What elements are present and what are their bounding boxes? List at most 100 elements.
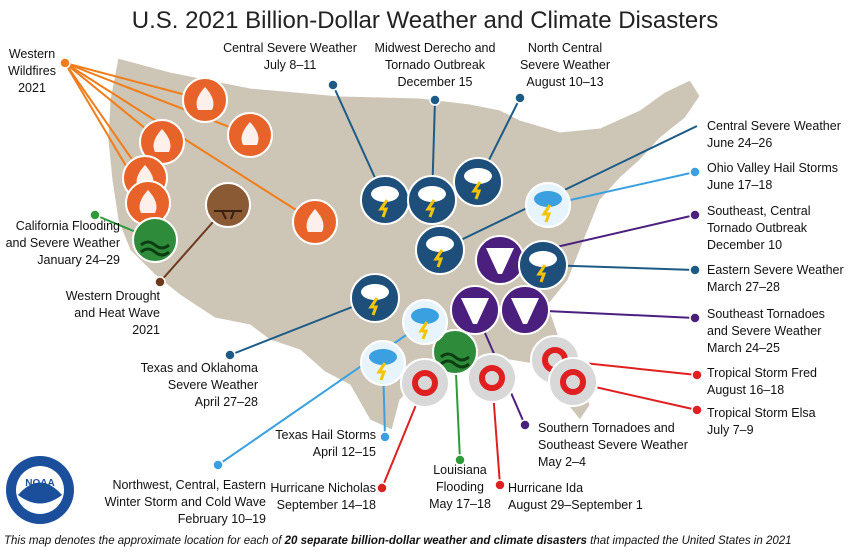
swirl: [412, 370, 438, 396]
event-label: Midwest Derecho and: [375, 41, 496, 55]
event-label: Ohio Valley Hail Storms: [707, 161, 838, 175]
event-label: September 14–18: [277, 498, 376, 512]
leader-dot: [327, 79, 339, 91]
event-label: January 24–29: [37, 253, 120, 267]
leader-dot: [691, 369, 703, 381]
noaa-logo: NOAA: [6, 456, 74, 524]
cloud: [411, 308, 439, 324]
leader-dot: [224, 349, 236, 361]
cloud: [418, 186, 446, 202]
event-label: Winter Storm and Cold Wave: [105, 495, 266, 509]
leader-dot: [689, 264, 701, 276]
bolt: [536, 264, 547, 283]
disaster-icon: [475, 235, 525, 285]
bolt: [368, 297, 379, 316]
cloud: [361, 284, 389, 300]
event-label: 2021: [18, 81, 46, 95]
leader-dot: [379, 431, 391, 443]
swirl: [560, 369, 586, 395]
event-label: March 27–28: [707, 280, 780, 294]
leader-dot: [689, 312, 701, 324]
disaster-icon: [125, 180, 171, 226]
leader-line: [524, 309, 696, 319]
cloud: [464, 168, 492, 184]
disaster-icon: [132, 217, 178, 263]
disaster-icon: [205, 182, 251, 228]
event-label: and Heat Wave: [74, 306, 160, 320]
cloud: [426, 236, 454, 252]
leader-dot: [519, 419, 531, 431]
event-label: February 10–19: [178, 512, 266, 526]
event-label: April 27–28: [195, 395, 258, 409]
event-label: April 12–15: [313, 445, 376, 459]
footer-text: This map denotes the approximate locatio…: [4, 535, 285, 547]
bolt: [376, 362, 387, 381]
waves: [140, 240, 170, 257]
event-label: Tropical Storm Fred: [707, 366, 817, 380]
funnel: [461, 298, 489, 324]
event-label: 2021: [132, 323, 160, 337]
event-label: Eastern Severe Weather: [707, 263, 844, 277]
bolt: [471, 181, 482, 200]
event-label: Western Drought: [66, 289, 161, 303]
leader-dot: [429, 94, 441, 106]
leader-line: [64, 62, 251, 136]
bolt: [378, 199, 389, 218]
leader-dot: [59, 57, 71, 69]
logo-wave: [18, 482, 62, 504]
disaster-icon: [500, 285, 550, 335]
event-label: and Severe Weather: [707, 324, 821, 338]
footer-bold: 20 separate billion-dollar weather and c…: [284, 535, 587, 547]
event-label: Texas and Oklahoma: [141, 361, 258, 375]
event-label: Southern Tornadoes and: [538, 421, 675, 435]
leader-line: [229, 297, 376, 356]
event-label: May 17–18: [429, 497, 491, 511]
leader-line: [64, 62, 146, 179]
flame: [306, 209, 324, 232]
bolt: [541, 204, 552, 223]
event-label: July 7–9: [707, 423, 754, 437]
disaster-icon: [292, 199, 338, 245]
leader-line: [64, 62, 206, 101]
icon-circle: [132, 217, 178, 263]
title: U.S. 2021 Billion-Dollar Weather and Cli…: [132, 7, 718, 34]
event-label: December 15: [397, 75, 472, 89]
event-label: July 8–11: [264, 58, 317, 72]
flame: [241, 122, 259, 145]
icon-circle: [400, 358, 450, 408]
event-label: Texas Hail Storms: [275, 428, 376, 442]
event-label: North Central: [528, 41, 602, 55]
event-label: June 17–18: [707, 178, 772, 192]
icons: [122, 77, 598, 408]
event-label: Southeast Tornadoes: [707, 307, 825, 321]
disaster-icon: [467, 353, 517, 403]
leader-dot: [514, 92, 526, 104]
funnel: [486, 248, 514, 274]
event-label: August 10–13: [526, 75, 603, 89]
event-label: Western: [9, 47, 55, 61]
disaster-icon: [548, 357, 598, 407]
leader-line: [439, 125, 698, 251]
leader-dot: [689, 209, 701, 221]
event-label: Central Severe Weather: [223, 41, 357, 55]
disaster-icon: [453, 157, 503, 207]
disaster-icon: [432, 329, 478, 375]
event-label: Tornado Outbreak: [707, 221, 808, 235]
event-label: Tornado Outbreak: [385, 58, 486, 72]
leader-line: [542, 264, 696, 271]
event-label: May 2–4: [538, 455, 586, 469]
flame: [196, 87, 214, 110]
disaster-icon: [407, 175, 457, 225]
disaster-icon: [360, 175, 410, 225]
waves: [440, 352, 470, 369]
cracks: [214, 210, 242, 220]
cloud: [371, 186, 399, 202]
leader-dot: [494, 479, 506, 491]
disaster-icon: [415, 225, 465, 275]
event-label: Southeast Severe Weather: [538, 438, 688, 452]
disaster-icon: [350, 273, 400, 323]
leaders: [59, 57, 703, 494]
bolt: [425, 199, 436, 218]
logo-text: NOAA: [25, 478, 54, 489]
funnel: [511, 298, 539, 324]
